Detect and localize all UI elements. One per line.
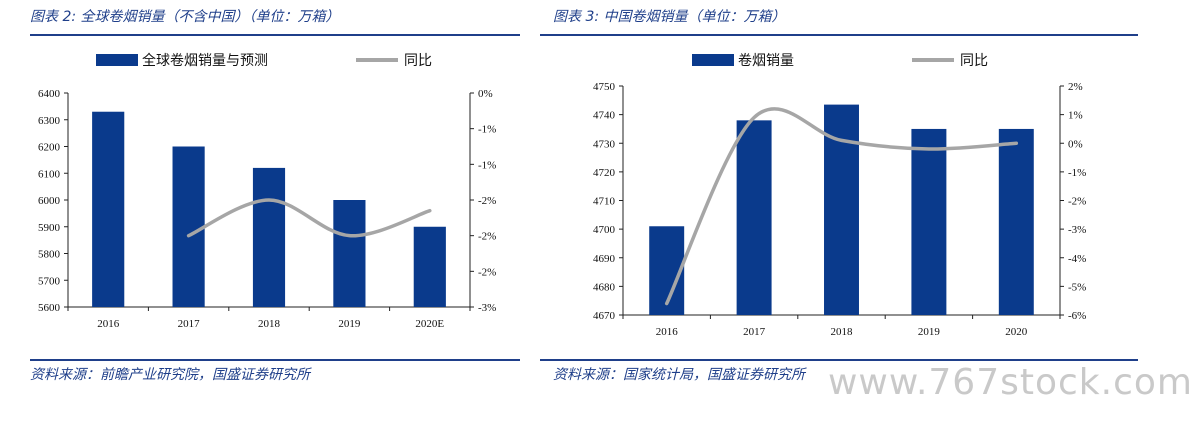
legend-label-bar: 全球卷烟销量与预测 (142, 52, 268, 69)
y-tick-label: 4720 (593, 167, 616, 179)
y2-tick-label: 1% (1068, 110, 1083, 122)
bar (252, 167, 286, 307)
y-tick-label: 6200 (38, 142, 61, 154)
series-line-yoy (186, 198, 432, 238)
chart-title: 图表 3: 中国卷烟销量（单位：万箱） (553, 9, 786, 25)
watermark: www.767stock.com (827, 362, 1193, 403)
y2-tick-label: -3% (478, 302, 496, 314)
chart-source: 资料来源：国家统计局，国盛证券研究所 (553, 367, 805, 383)
chart-panel-china: 图表 3: 中国卷烟销量（单位：万箱） 4670 4680 4690 4700 4710… (540, 0, 1138, 440)
y-tick-label: 6000 (38, 195, 61, 207)
chart-title: 图表 2: 全球卷烟销量（不含中国）（单位：万箱） (30, 9, 340, 25)
x-tick-label: 2016 (656, 326, 679, 338)
y-tick-label: 6300 (38, 115, 61, 127)
x-tick-label: 2020 (1005, 326, 1028, 338)
y-tick-label: 4690 (593, 253, 616, 265)
x-tick-label: 2018 (258, 318, 281, 330)
x-tick-label: 2019 (338, 318, 361, 330)
divider (540, 359, 1138, 361)
x-tick-label: 2017 (178, 318, 201, 330)
chart-panel-global: 图表 2: 全球卷烟销量（不含中国）（单位：万箱） 5600 5700 5800 59… (30, 0, 520, 440)
legend-label-line: 同比 (404, 53, 432, 69)
y2-tick-label: 2% (1068, 81, 1083, 93)
y-tick-label: 5600 (38, 302, 61, 314)
y-tick-label: 4730 (593, 138, 616, 150)
bar (998, 128, 1034, 315)
y-tick-label: 6400 (38, 88, 61, 100)
y-tick-label: 4710 (593, 196, 616, 208)
chart-global-cigarette-sales: 5600 5700 5800 5900 6000 6100 6200 6300 6400 -3% -… (38, 52, 496, 330)
x-tick-label: 2018 (831, 326, 854, 338)
x-tick-label: 2017 (743, 326, 766, 338)
legend-label-bar: 卷烟销量 (738, 53, 794, 69)
series-line-yoy (664, 107, 1019, 306)
divider (30, 359, 520, 361)
legend-swatch-bar (96, 54, 138, 66)
y2-tick-label: -2% (478, 266, 496, 278)
divider (30, 34, 520, 36)
y-tick-label: 4670 (593, 310, 616, 322)
legend-swatch-bar (692, 54, 734, 66)
y-tick-label: 4680 (593, 281, 616, 293)
y-tick-label: 5700 (38, 275, 61, 287)
divider (540, 34, 1138, 36)
y-tick-label: 6100 (38, 168, 61, 180)
bar (911, 128, 947, 315)
x-tick-label: 2019 (918, 326, 941, 338)
bar (736, 120, 772, 315)
y-tick-label: 5900 (38, 222, 61, 234)
y2-tick-label: 0% (1068, 138, 1083, 150)
y2-tick-label: -6% (1068, 310, 1086, 322)
y2-tick-label: -4% (1068, 253, 1086, 265)
x-tick-label: 2016 (97, 318, 120, 330)
x-tick-label: 2020E (415, 318, 444, 330)
legend-label-line: 同比 (960, 53, 988, 69)
y2-tick-label: -3% (1068, 224, 1086, 236)
y-tick-label: 4700 (593, 224, 616, 236)
y-tick-label: 4750 (593, 81, 616, 93)
y2-tick-label: 0% (478, 88, 493, 100)
bar (172, 146, 205, 307)
y2-tick-label: -1% (478, 159, 496, 171)
y-tick-label: 4740 (593, 110, 616, 122)
y2-tick-label: -2% (478, 195, 496, 207)
chart-china-cigarette-sales: 4670 4680 4690 4700 4710 4720 4730 4740 4750 -6% -… (593, 53, 1086, 338)
bar (333, 200, 366, 307)
y2-tick-label: -2% (478, 231, 496, 243)
y2-tick-label: -1% (478, 124, 496, 136)
y2-tick-label: -1% (1068, 167, 1086, 179)
y-tick-label: 5800 (38, 249, 61, 261)
y2-tick-label: -5% (1068, 281, 1086, 293)
bar (92, 111, 125, 307)
chart-source: 资料来源：前瞻产业研究院，国盛证券研究所 (30, 367, 310, 383)
y2-tick-label: -2% (1068, 196, 1086, 208)
bar (413, 226, 446, 307)
